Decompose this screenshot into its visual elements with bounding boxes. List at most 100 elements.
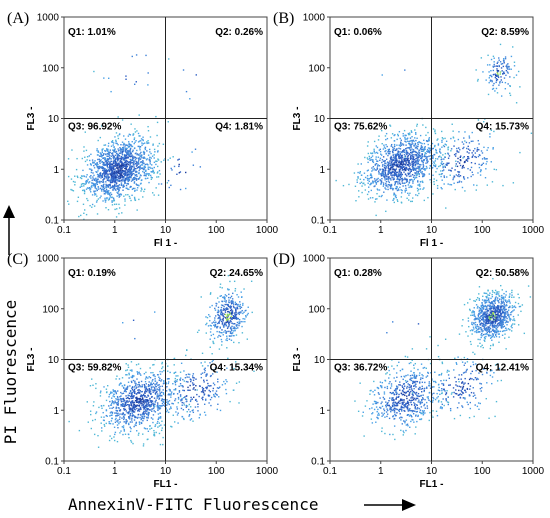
event-point-q2 — [242, 320, 244, 323]
event-point-q3 — [423, 404, 425, 407]
event-point-q4 — [189, 373, 191, 376]
event-point-q3 — [123, 417, 125, 419]
event-point-q3 — [91, 378, 93, 380]
event-point-q3 — [150, 178, 153, 180]
event-point-q3 — [167, 159, 169, 161]
event-point-q2 — [519, 86, 521, 88]
event-point-q3 — [122, 189, 124, 191]
event-point-q4 — [471, 171, 473, 174]
event-point-q3 — [188, 403, 191, 406]
event-point-q3 — [387, 172, 389, 174]
event-point-q3 — [138, 386, 140, 388]
event-point-q3 — [140, 155, 143, 157]
event-point-q3 — [416, 123, 418, 126]
event-point-q3 — [149, 174, 152, 177]
event-point-q3 — [394, 413, 396, 416]
event-point-q3 — [156, 160, 158, 163]
event-point-q3 — [131, 400, 134, 402]
event-point-q3 — [94, 418, 96, 421]
event-point-q3 — [367, 161, 369, 164]
event-point-q3 — [157, 194, 160, 196]
event-point-q3 — [428, 139, 430, 141]
event-dots — [67, 54, 202, 221]
event-point-q3 — [112, 170, 114, 172]
event-point-q3 — [420, 395, 422, 397]
event-point-q3 — [410, 155, 412, 157]
event-point-q4 — [210, 374, 212, 377]
event-point-q2 — [503, 62, 505, 64]
event-point-q3 — [121, 153, 124, 156]
event-point-q2 — [513, 76, 515, 79]
event-point-q3 — [140, 402, 142, 404]
event-point-q3 — [130, 404, 132, 406]
event-point-q3 — [364, 156, 366, 159]
event-point-q3 — [104, 173, 107, 175]
event-point-q3 — [145, 407, 148, 409]
event-point-q3 — [405, 162, 408, 164]
event-point-q3 — [112, 189, 114, 191]
event-point-q3 — [150, 383, 152, 385]
event-point-q2 — [230, 309, 232, 312]
event-point-q4 — [204, 367, 206, 369]
event-point-q3 — [115, 142, 117, 144]
event-point-q3 — [158, 379, 161, 381]
event-point-q3 — [417, 163, 419, 165]
event-point-q3 — [374, 180, 376, 182]
event-point-q2 — [497, 76, 500, 79]
event-point-q3 — [92, 384, 94, 386]
event-point-q4 — [479, 170, 482, 173]
event-point-q3 — [407, 390, 410, 393]
event-point-q3 — [404, 136, 406, 139]
event-point-q4 — [433, 181, 435, 183]
event-point-q3 — [427, 196, 429, 199]
event-point-q3 — [394, 404, 396, 407]
event-point-q3 — [390, 155, 392, 158]
event-point-q3 — [101, 156, 103, 158]
event-point-q3 — [411, 200, 414, 203]
event-point-q2 — [231, 325, 233, 328]
event-point-q3 — [134, 187, 136, 190]
event-point-q3 — [381, 161, 383, 164]
event-point-q3 — [384, 160, 387, 162]
event-point-q2 — [497, 72, 499, 75]
event-point-q3 — [420, 412, 423, 415]
event-point-q3 — [130, 123, 132, 125]
event-point-q3 — [118, 207, 121, 209]
event-point-q4 — [175, 375, 177, 377]
event-point-q3 — [122, 173, 125, 175]
event-point-q4 — [489, 133, 491, 135]
event-point-q3 — [127, 401, 129, 403]
event-point-q3 — [392, 165, 395, 167]
event-point-q3 — [422, 163, 424, 166]
event-point-q4 — [165, 401, 167, 403]
event-point-q3 — [119, 166, 121, 168]
event-point-q3 — [96, 173, 99, 176]
event-point-q3 — [129, 170, 131, 172]
event-point-q3 — [134, 190, 136, 192]
event-point-q3 — [391, 163, 393, 165]
event-point-q3 — [109, 181, 112, 183]
event-point-q3 — [70, 178, 73, 180]
event-point-q3 — [120, 165, 123, 168]
event-point-q3 — [140, 187, 143, 189]
event-point-q2 — [223, 297, 226, 300]
event-point-q3 — [118, 157, 120, 159]
event-point-q3 — [366, 177, 369, 180]
event-point-q2 — [226, 314, 229, 316]
event-point-q3 — [413, 158, 415, 161]
y-tick-label: 10 — [48, 114, 60, 125]
event-point-q3 — [124, 180, 126, 182]
event-point-q2 — [231, 322, 233, 324]
event-point-q3 — [398, 160, 400, 162]
event-point-q3 — [393, 172, 396, 175]
event-point-q2 — [231, 313, 233, 316]
event-point-q3 — [183, 380, 186, 382]
event-point-q3 — [396, 163, 398, 165]
event-point-q3 — [367, 182, 369, 184]
event-point-q3 — [156, 121, 159, 124]
event-point-q3 — [170, 425, 172, 428]
event-point-q3 — [405, 403, 407, 405]
event-point-q3 — [391, 165, 393, 168]
event-point-q3 — [432, 147, 434, 150]
event-point-q3 — [370, 175, 373, 177]
